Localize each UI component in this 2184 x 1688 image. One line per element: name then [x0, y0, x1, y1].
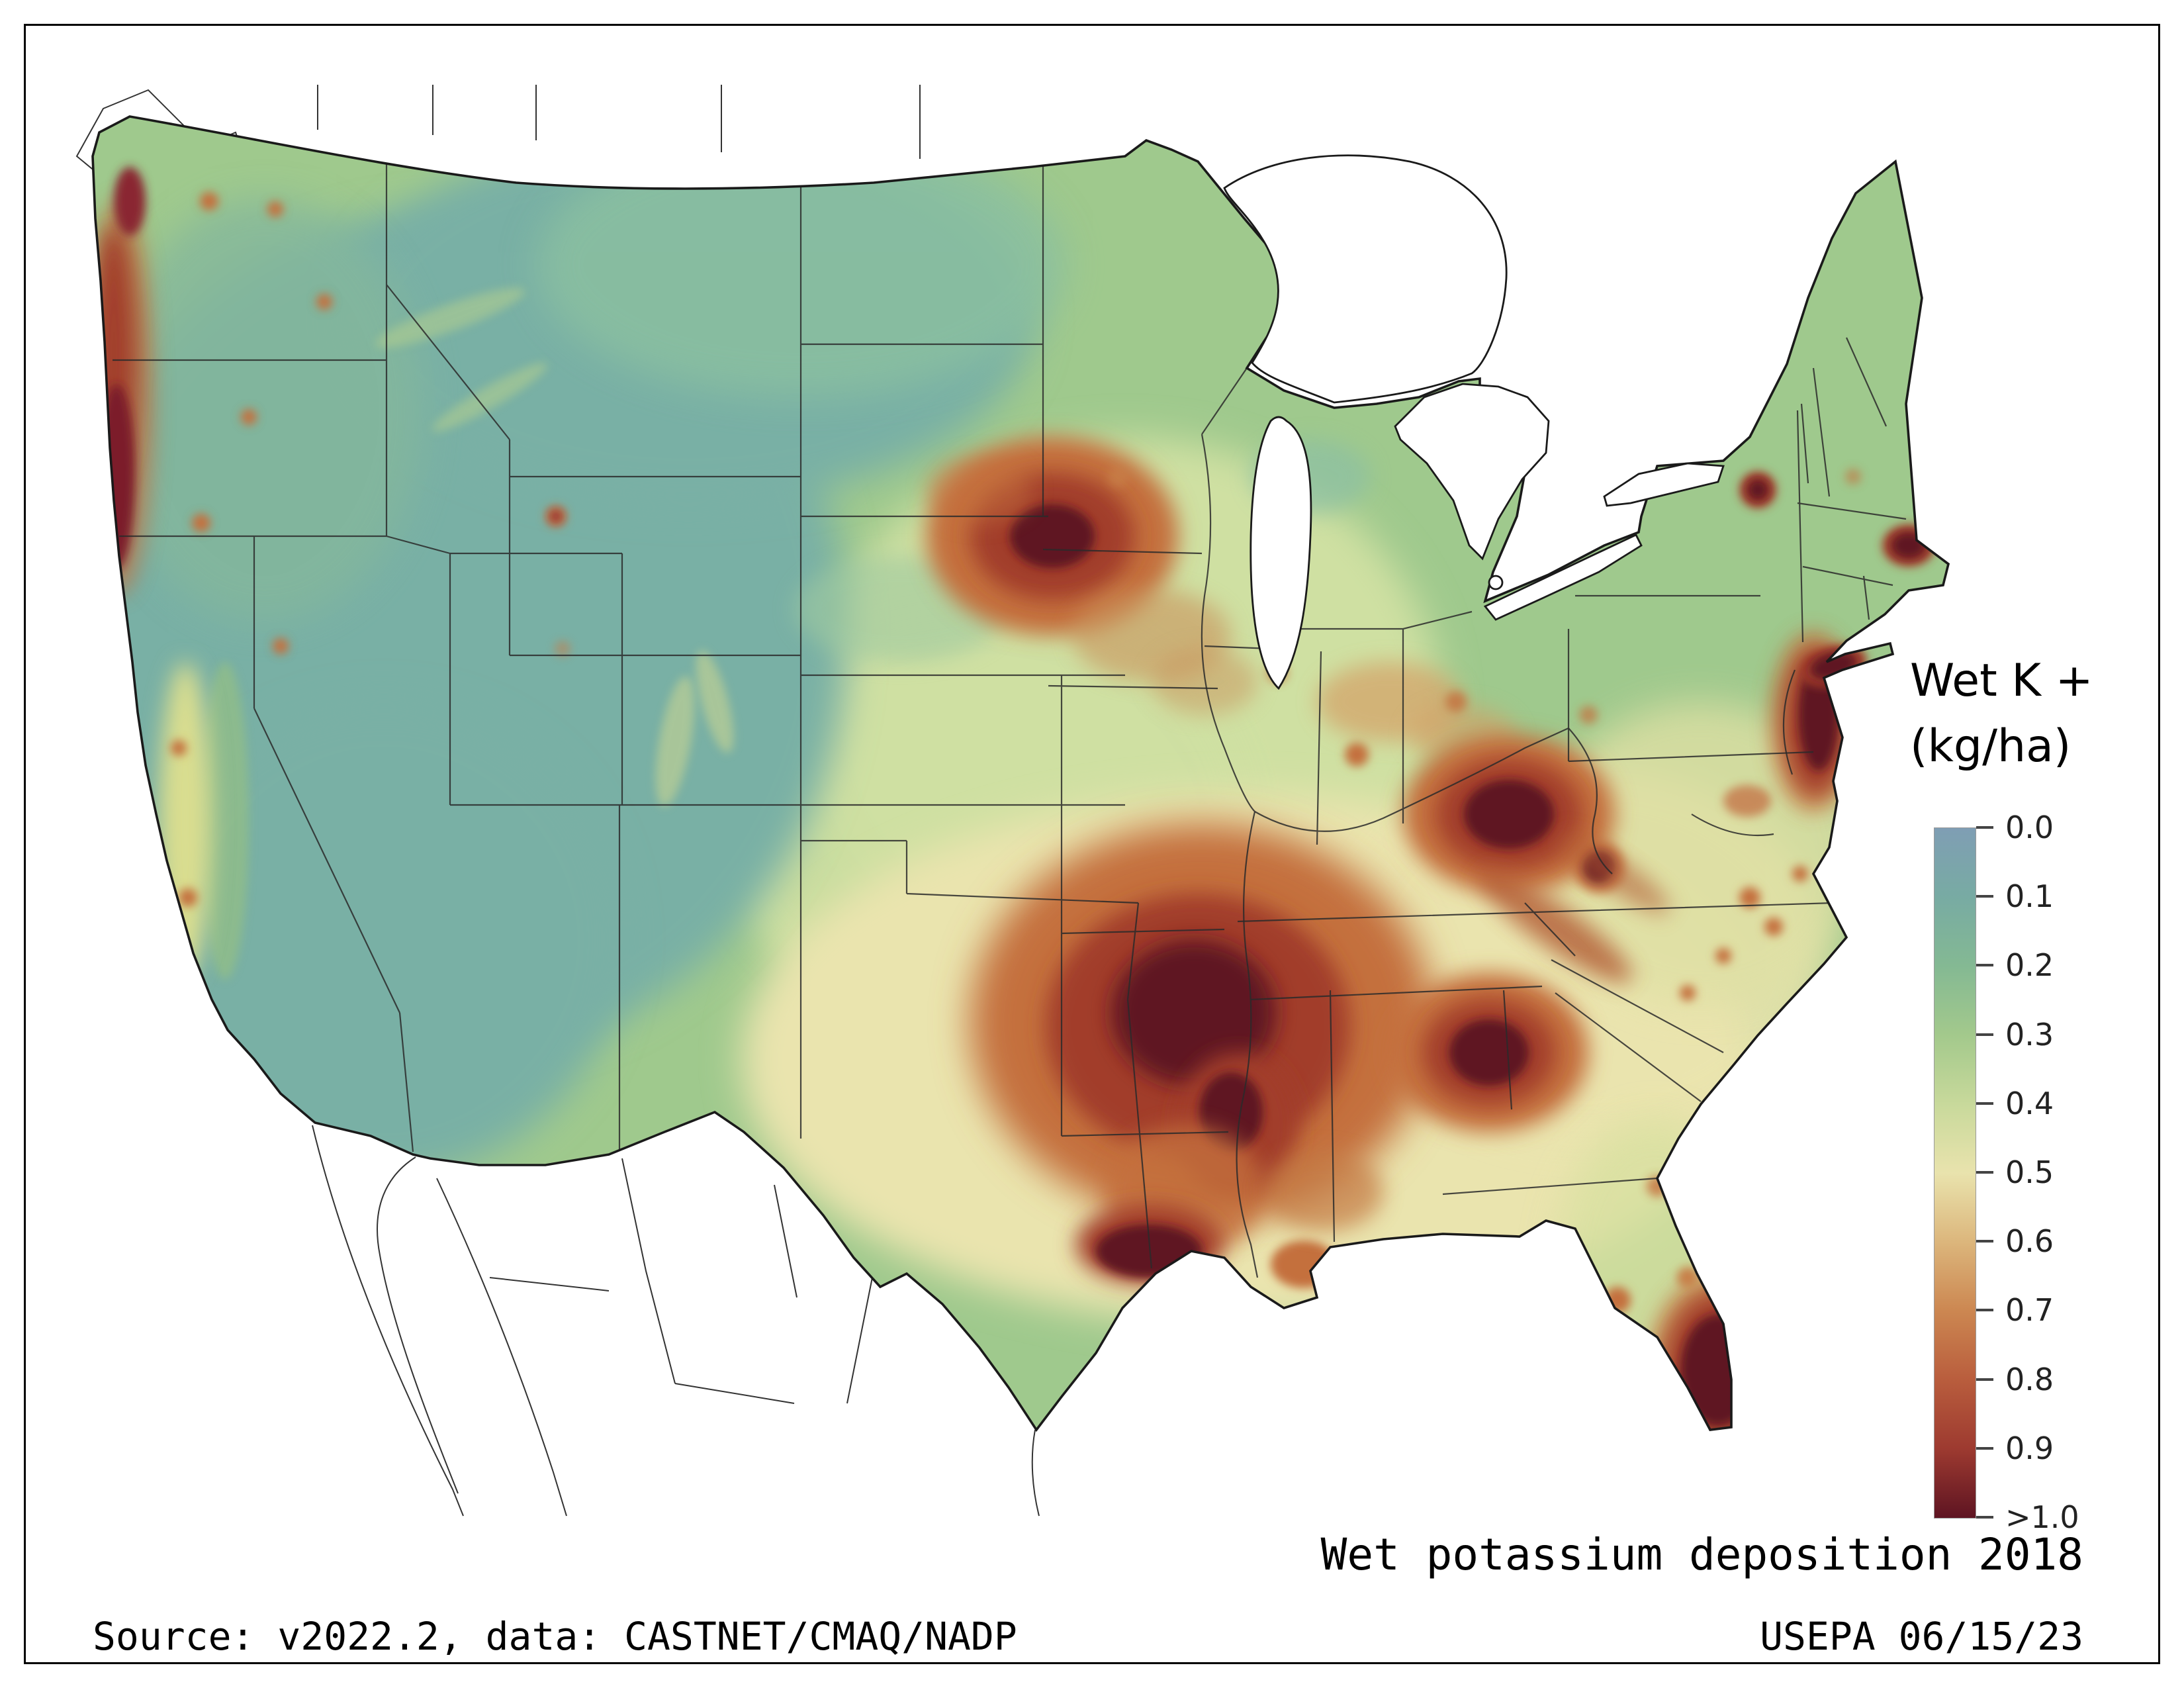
tick-label: 0.7 — [2005, 1292, 2054, 1329]
legend-title-line1: Wet K + — [1910, 655, 2093, 707]
tick-mark — [1976, 964, 1993, 967]
lake-michigan — [1250, 416, 1312, 690]
lake-erie — [1483, 534, 1643, 621]
colorbar-tick: 0.2 — [1976, 947, 2054, 983]
colorbar-ticks: 0.0 0.1 0.2 0.3 0.4 0.5 0.6 0.7 0.8 0.9 >1.0 — [1976, 810, 2122, 1535]
tick-mark — [1976, 1033, 1993, 1036]
colorbar — [1934, 827, 1976, 1519]
deposition-hotspots — [93, 167, 1935, 1430]
lake-st-clair — [1488, 575, 1504, 590]
colorbar-tick: 0.8 — [1976, 1362, 2054, 1397]
us-map-svg — [75, 85, 1950, 1517]
colorbar-tick: 0.3 — [1976, 1017, 2054, 1053]
legend-title-line2: (kg/ha) — [1910, 720, 2071, 773]
colorbar-tick: 0.7 — [1976, 1292, 2054, 1328]
tick-mark — [1976, 895, 1993, 898]
colorbar-tick: 0.0 — [1976, 810, 2054, 845]
agency-date-text: USEPA 06/15/23 — [1760, 1614, 2083, 1659]
colorbar-tick: 0.9 — [1976, 1430, 2054, 1466]
source-text: Source: v2022.2, data: CASTNET/CMAQ/NADP — [93, 1614, 1017, 1659]
tick-label: 0.3 — [2005, 1016, 2054, 1053]
lake-huron — [1394, 383, 1550, 561]
colorbar-tick: >1.0 — [1976, 1499, 2079, 1535]
tick-mark — [1976, 1102, 1993, 1105]
page-border — [24, 24, 2160, 1664]
tick-label: 0.5 — [2005, 1154, 2054, 1190]
tick-mark — [1976, 1240, 1993, 1243]
tick-label: 0.2 — [2005, 947, 2054, 984]
colorbar-tick: 0.1 — [1976, 878, 2054, 914]
tick-label: 0.4 — [2005, 1085, 2054, 1121]
colorbar-tick: 0.5 — [1976, 1154, 2054, 1190]
lake-superior — [1223, 154, 1508, 404]
tick-label: 0.1 — [2005, 878, 2054, 915]
tick-label: 0.8 — [2005, 1361, 2054, 1397]
legend-title: Wet K + (kg/ha) — [1910, 649, 2093, 779]
mexico-outline — [312, 1125, 1040, 1517]
tick-mark — [1976, 1378, 1993, 1381]
tick-label: 0.6 — [2005, 1223, 2054, 1260]
tick-label: 0.9 — [2005, 1430, 2054, 1466]
state-borders — [113, 159, 1907, 1278]
colorbar-tick: 0.6 — [1976, 1223, 2054, 1259]
great-lakes — [1223, 154, 1725, 690]
tick-mark — [1976, 1309, 1993, 1312]
tick-label: 0.0 — [2005, 810, 2054, 845]
map-caption: Wet potassium deposition 2018 — [1320, 1529, 2083, 1580]
tick-mark — [1976, 826, 1993, 829]
deposition-field — [93, 117, 1948, 1430]
tick-mark — [1976, 1516, 1993, 1519]
tick-label: >1.0 — [2005, 1499, 2079, 1535]
tick-mark — [1976, 1171, 1993, 1174]
tick-mark — [1976, 1446, 1993, 1450]
us-deposition-map — [53, 79, 1959, 1523]
lake-ontario — [1603, 462, 1725, 507]
colorbar-tick: 0.4 — [1976, 1086, 2054, 1121]
